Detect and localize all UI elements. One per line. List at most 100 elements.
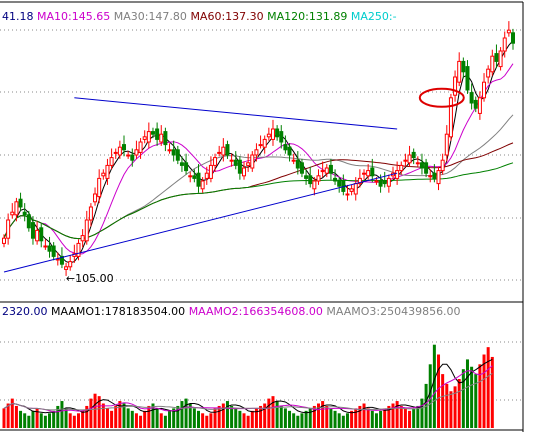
candle-body	[167, 149, 172, 152]
volume-bar	[288, 410, 292, 428]
volume-bar	[19, 410, 23, 428]
volume-bar	[445, 383, 449, 428]
candle-body	[328, 164, 333, 174]
volume-bar	[205, 415, 209, 428]
candle-body	[349, 188, 354, 192]
candle-body	[225, 144, 230, 156]
volume-bar	[105, 408, 109, 428]
volume-bar	[370, 410, 374, 428]
volume-bar	[333, 410, 337, 428]
candle-body	[196, 172, 201, 187]
candle-body	[362, 172, 367, 175]
volume-legend-maamo1: MAAMO1:178183504.00	[51, 305, 186, 318]
volume-bar	[64, 408, 68, 428]
volume-bar	[234, 408, 238, 428]
volume-bar	[147, 405, 151, 428]
price-legend-ma60: MA60:137.30	[190, 10, 264, 23]
volume-bar	[354, 408, 358, 428]
volume-bar	[159, 413, 163, 428]
candle-body	[270, 128, 275, 140]
volume-bar	[304, 410, 308, 428]
volume-bar	[14, 405, 18, 428]
candle-body	[184, 162, 189, 172]
volume-bar	[110, 410, 114, 428]
volume-bar	[453, 386, 457, 428]
volume-bar	[428, 364, 432, 428]
volume-bar	[6, 403, 10, 428]
candle-body	[407, 154, 412, 164]
candle-body	[39, 227, 44, 242]
volume-bar	[151, 403, 155, 428]
candle-body	[30, 222, 35, 239]
candle-body	[506, 29, 511, 34]
volume-bar	[134, 413, 138, 428]
candle-body	[213, 157, 218, 166]
candle-body	[122, 144, 127, 151]
candle-body	[453, 76, 458, 96]
volume-bar	[201, 413, 205, 428]
candle-body	[188, 175, 193, 178]
candle-body	[382, 180, 387, 185]
candle-body	[250, 154, 255, 169]
candle-body	[6, 219, 11, 239]
volume-bar	[213, 408, 217, 428]
candle-body	[237, 159, 242, 174]
candle-body	[10, 211, 15, 216]
candle-body	[486, 68, 491, 78]
candle-body	[200, 180, 205, 190]
ma5-line	[3, 40, 514, 264]
price-legend-ma10: MA10:145.65	[37, 10, 111, 23]
candle-body	[113, 151, 118, 154]
candle-body	[370, 167, 375, 177]
candle-body	[26, 214, 31, 229]
candle-body	[51, 245, 56, 257]
candle-body	[14, 201, 19, 216]
candle-body	[448, 97, 453, 138]
volume-bar	[89, 398, 93, 428]
candle-body	[502, 37, 507, 52]
candle-body	[76, 242, 81, 257]
volume-bar	[196, 410, 200, 428]
candle-body	[283, 144, 288, 151]
volume-bar	[85, 405, 89, 428]
volume-bar	[271, 396, 275, 428]
candle-body	[262, 138, 267, 148]
volume-legend-maamo3: MAAMO3:250439856.00	[326, 305, 461, 318]
volume-bar	[321, 401, 325, 428]
candle-body	[295, 159, 300, 169]
candle-body	[64, 266, 69, 270]
volume-bar	[172, 408, 176, 428]
candle-body	[105, 164, 110, 179]
candle-body	[59, 255, 64, 265]
volume-bar	[437, 354, 441, 428]
candle-body	[80, 235, 85, 242]
maamo1-line	[3, 358, 493, 414]
volume-bar	[27, 415, 31, 428]
candle-body	[411, 151, 416, 159]
volume-legend-maamo2: MAAMO2:166354608.00	[188, 305, 323, 318]
volume-bar	[143, 410, 147, 428]
volume-bar	[246, 415, 250, 428]
candle-body	[258, 144, 263, 147]
triangle-upper-line	[74, 97, 398, 130]
candle-body	[432, 172, 437, 179]
candle-body	[469, 92, 474, 104]
volume-bar	[184, 398, 188, 428]
candle-body	[204, 172, 209, 179]
candle-body	[246, 162, 251, 166]
volume-bar	[180, 401, 184, 428]
candle-body	[366, 170, 371, 177]
volume-bar	[300, 413, 304, 428]
volume-bar	[2, 408, 6, 428]
volume-bar	[441, 374, 445, 428]
candle-body	[84, 219, 89, 242]
volume-bar	[122, 403, 126, 428]
candle-body	[171, 149, 176, 156]
volume-bar	[387, 405, 391, 428]
candle-body	[275, 128, 280, 138]
candle-body	[498, 50, 503, 68]
candle-body	[117, 146, 122, 156]
low-label: ←105.00	[66, 272, 114, 285]
volume-bar	[56, 405, 60, 428]
volume-bar	[259, 405, 263, 428]
